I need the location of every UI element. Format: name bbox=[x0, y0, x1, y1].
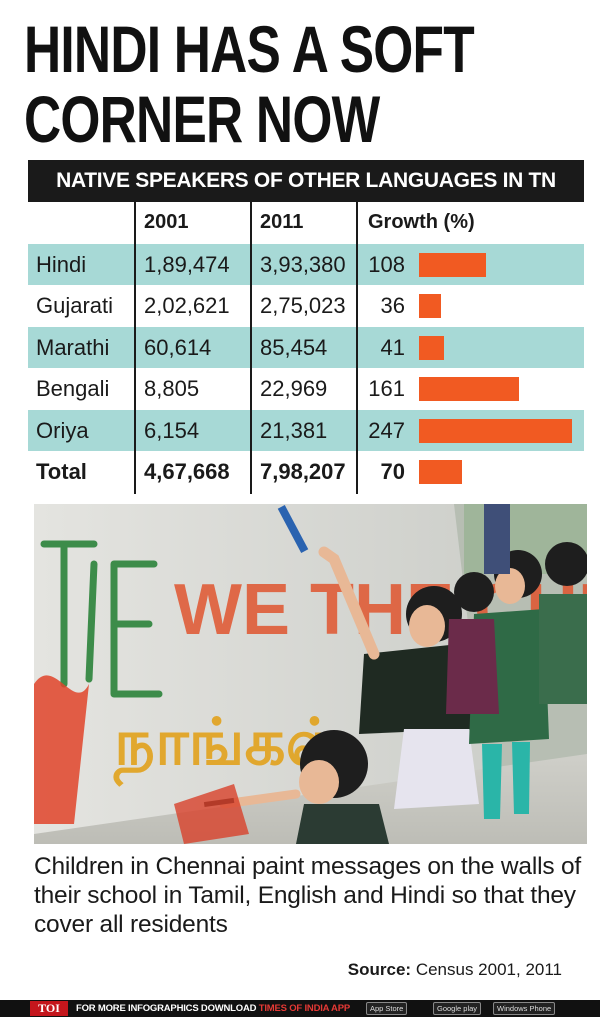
growth-bar bbox=[419, 335, 445, 360]
table-row: Bengali 8,805 22,969 161 bbox=[28, 368, 584, 410]
value-2011-cell: 21,381 bbox=[260, 417, 328, 443]
table-header-row: 2001 2011 Growth (%) bbox=[28, 202, 584, 244]
growth-value-label: 41 bbox=[380, 334, 405, 360]
value-2011-cell: 3,93,380 bbox=[260, 251, 346, 277]
language-cell: Oriya bbox=[36, 417, 89, 443]
value-2001-cell: 60,614 bbox=[144, 334, 212, 360]
language-cell: Hindi bbox=[36, 251, 87, 277]
photo-illustration: WE THE CHILDREN நாங்கள் bbox=[34, 504, 587, 844]
column-header-2001: 2001 bbox=[144, 211, 189, 233]
growth-bar bbox=[419, 377, 519, 401]
growth-bar bbox=[419, 252, 486, 277]
growth-value-label: 70 bbox=[380, 459, 405, 484]
headline-line-1: HINDI HAS A SOFT bbox=[24, 12, 475, 86]
column-header-2011: 2011 bbox=[260, 211, 304, 233]
column-header-growth: Growth (%) bbox=[368, 211, 475, 233]
value-2001-cell: 1,89,474 bbox=[144, 251, 230, 277]
google-play-badge[interactable]: Google play bbox=[433, 1002, 482, 1015]
table-row: Oriya 6,154 21,381 247 bbox=[28, 409, 584, 451]
language-cell: Marathi bbox=[36, 334, 110, 360]
value-2011-cell: 22,969 bbox=[260, 376, 328, 401]
headline-line-2: CORNER NOW bbox=[24, 82, 380, 156]
table-title: NATIVE SPEAKERS OF OTHER LANGUAGES IN TN bbox=[28, 160, 584, 202]
growth-value-label: 247 bbox=[368, 417, 405, 443]
column-divider bbox=[356, 202, 358, 494]
headline: HINDI HAS A SOFT CORNER NOW bbox=[24, 12, 475, 156]
column-divider bbox=[134, 202, 136, 494]
footer-brand[interactable]: TIMES OF INDIA APP bbox=[258, 1003, 350, 1014]
table-body: Hindi 1,89,474 3,93,380 108 Gujarati 2,02,621… bbox=[28, 243, 584, 493]
growth-value-label: 108 bbox=[368, 251, 405, 277]
value-2011-cell: 85,454 bbox=[260, 334, 328, 360]
total-row: Total 4,67,668 7,98,207 70 bbox=[28, 451, 584, 493]
photo-caption: Children in Chennai paint messages on th… bbox=[34, 853, 582, 938]
value-2001-cell: 2,02,621 bbox=[144, 293, 230, 318]
footer-promo-text: FOR MORE INFOGRAPHICS DOWNLOAD bbox=[76, 1003, 257, 1014]
growth-value-label: 36 bbox=[380, 293, 405, 318]
language-cell: Gujarati bbox=[36, 293, 114, 318]
value-2001-cell: 4,67,668 bbox=[144, 459, 230, 484]
value-2001-cell: 8,805 bbox=[144, 376, 200, 401]
language-cell: Bengali bbox=[36, 376, 110, 401]
table-row: Gujarati 2,02,621 2,75,023 36 bbox=[28, 285, 584, 327]
app-store-badge[interactable]: App Store bbox=[366, 1002, 408, 1015]
footer-bar: TOI FOR MORE INFOGRAPHICS DOWNLOAD TIMES… bbox=[0, 1000, 600, 1017]
value-2011-cell: 2,75,023 bbox=[260, 293, 346, 318]
table-row: Marathi 60,614 85,454 41 bbox=[28, 326, 584, 368]
speakers-table: NATIVE SPEAKERS OF OTHER LANGUAGES IN TN… bbox=[28, 160, 584, 494]
table-row: Hindi 1,89,474 3,93,380 108 bbox=[28, 243, 584, 285]
source-text: Census 2001, 2011 bbox=[415, 960, 562, 979]
source-line: Source: Census 2001, 2011 bbox=[348, 960, 562, 980]
growth-bar bbox=[419, 418, 572, 443]
toi-logo[interactable]: TOI bbox=[30, 1001, 68, 1016]
footer-promo: FOR MORE INFOGRAPHICS DOWNLOAD TIMES OF … bbox=[76, 1000, 350, 1017]
windows-phone-badge[interactable]: Windows Phone bbox=[493, 1002, 556, 1015]
growth-bar bbox=[419, 460, 463, 484]
children-painting-photo: WE THE CHILDREN நாங்கள் bbox=[34, 504, 587, 844]
growth-value-label: 161 bbox=[368, 376, 405, 401]
source-label: Source: bbox=[347, 960, 412, 979]
growth-bar bbox=[419, 294, 442, 318]
value-2011-cell: 7,98,207 bbox=[260, 459, 346, 484]
value-2001-cell: 6,154 bbox=[144, 417, 200, 443]
column-divider bbox=[250, 202, 252, 494]
language-cell: Total bbox=[36, 459, 87, 484]
